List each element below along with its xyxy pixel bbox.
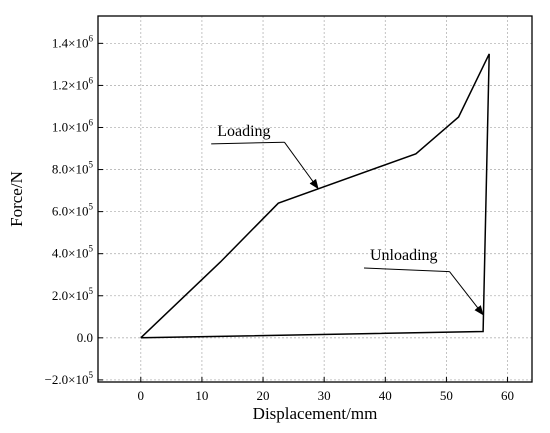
plot-frame [97, 15, 533, 383]
y-axis-title: Force/N [7, 171, 26, 227]
annotation-arrow [449, 271, 484, 316]
y-tick-exponent: 5 [89, 160, 94, 170]
x-tick-label: 40 [379, 388, 392, 403]
y-tick-label: 0.0 [77, 330, 93, 345]
force-displacement-curve [140, 53, 490, 339]
x-tick-label: 20 [257, 388, 270, 403]
annotations: Loading Unloading [211, 123, 484, 316]
grid [98, 16, 532, 382]
y-tick-mantissa: 8.0×10 [52, 162, 89, 177]
y-tick-exponent: 5 [89, 202, 94, 212]
y-tick-mantissa: 1.4×10 [52, 35, 89, 50]
x-tick-label: 50 [440, 388, 453, 403]
x-tick-label: 0 [138, 388, 145, 403]
y-tick-mantissa: 6.0×10 [52, 204, 89, 219]
x-tick-label: 60 [501, 388, 514, 403]
y-tick-mantissa: 0.0 [77, 330, 93, 345]
annotation-leader [363, 267, 450, 273]
y-tick-exponent: 5 [89, 286, 94, 296]
x-tick-label: 30 [318, 388, 331, 403]
y-tick-label: 6.0×105 [52, 202, 94, 219]
y-tick-label: 1.2×106 [52, 75, 94, 92]
x-axis-title: Displacement/mm [253, 404, 378, 423]
axis-ticks: 0 10 20 30 40 50 60−2.0×1050.02.0×1054.0×1056.… [45, 33, 514, 403]
y-tick-exponent: 6 [89, 75, 94, 85]
y-tick-mantissa: −2.0×10 [45, 372, 89, 387]
y-tick-exponent: 5 [89, 244, 94, 254]
y-tick-mantissa: 2.0×10 [52, 288, 89, 303]
y-tick-mantissa: 1.0×10 [52, 119, 89, 134]
x-tick-label: 10 [195, 388, 208, 403]
annotation-arrow [284, 141, 319, 190]
y-tick-label: 1.0×106 [52, 117, 94, 134]
y-tick-exponent: 5 [89, 370, 94, 380]
y-tick-label: 1.4×106 [52, 33, 94, 50]
y-tick-mantissa: 4.0×10 [52, 246, 89, 261]
y-tick-label: 4.0×105 [52, 244, 94, 261]
annotation-leader [211, 141, 285, 145]
y-tick-label: 2.0×105 [52, 286, 94, 303]
y-tick-label: −2.0×105 [45, 370, 94, 387]
y-tick-exponent: 6 [89, 117, 94, 127]
series [140, 53, 490, 339]
annotation-label: Loading [217, 123, 270, 140]
y-tick-exponent: 6 [89, 33, 94, 43]
annotation-label: Unloading [370, 247, 438, 264]
y-tick-mantissa: 1.2×10 [52, 77, 89, 92]
y-tick-label: 8.0×105 [52, 160, 94, 177]
